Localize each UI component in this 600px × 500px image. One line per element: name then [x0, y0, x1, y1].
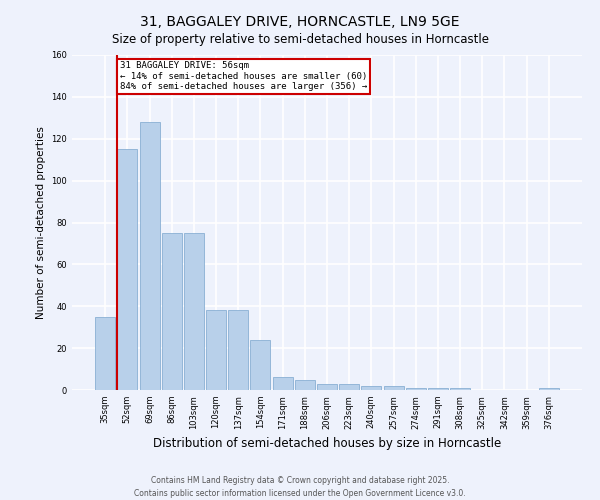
Bar	[383, 386, 404, 390]
Bar	[361, 386, 382, 390]
Text: 31 BAGGALEY DRIVE: 56sqm
← 14% of semi-detached houses are smaller (60)
84% of s: 31 BAGGALEY DRIVE: 56sqm ← 14% of semi-d…	[119, 62, 367, 91]
Bar	[450, 388, 470, 390]
X-axis label: Distribution of semi-detached houses by size in Horncastle: Distribution of semi-detached houses by …	[153, 437, 501, 450]
Text: Size of property relative to semi-detached houses in Horncastle: Size of property relative to semi-detach…	[112, 32, 488, 46]
Text: Contains HM Land Registry data © Crown copyright and database right 2025.
Contai: Contains HM Land Registry data © Crown c…	[134, 476, 466, 498]
Bar	[539, 388, 559, 390]
Y-axis label: Number of semi-detached properties: Number of semi-detached properties	[36, 126, 46, 319]
Bar	[250, 340, 271, 390]
Bar	[118, 149, 137, 390]
Text: 31, BAGGALEY DRIVE, HORNCASTLE, LN9 5GE: 31, BAGGALEY DRIVE, HORNCASTLE, LN9 5GE	[140, 15, 460, 29]
Bar	[184, 233, 204, 390]
Bar	[317, 384, 337, 390]
Bar	[428, 388, 448, 390]
Bar	[206, 310, 226, 390]
Bar	[406, 388, 426, 390]
Bar	[140, 122, 160, 390]
Bar	[228, 310, 248, 390]
Bar	[339, 384, 359, 390]
Bar	[95, 316, 115, 390]
Bar	[162, 233, 182, 390]
Bar	[272, 378, 293, 390]
Bar	[295, 380, 315, 390]
